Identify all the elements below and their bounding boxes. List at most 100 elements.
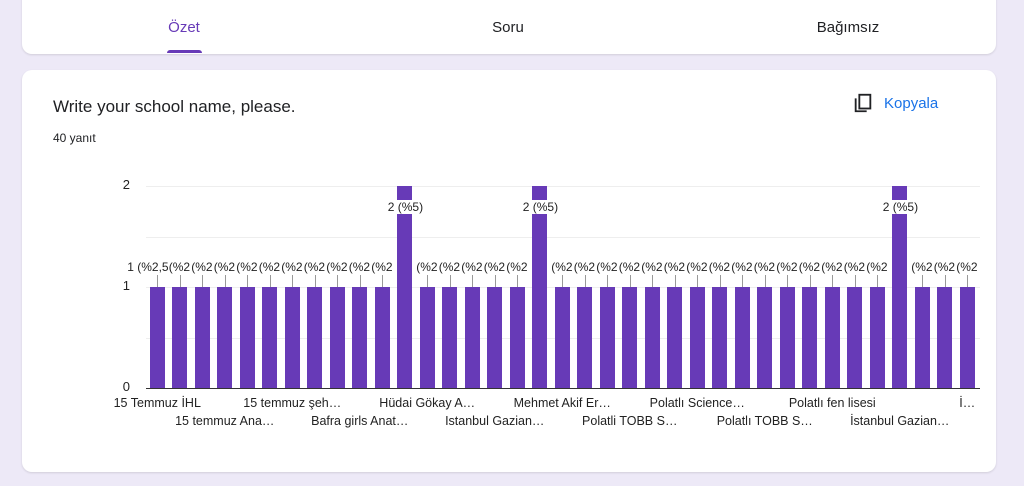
data-label: (%2,5) — [618, 260, 641, 274]
bar — [419, 287, 435, 388]
bar — [329, 287, 345, 388]
data-label-leader — [944, 275, 946, 287]
data-label-leader — [449, 275, 451, 287]
bar — [847, 287, 863, 388]
response-count: 40 yanıt — [53, 131, 96, 145]
data-label: 2 (%5) — [881, 200, 920, 214]
data-label-leader — [922, 275, 924, 287]
data-label-leader — [224, 275, 226, 287]
data-label: (%2,5) — [461, 260, 483, 274]
bar — [824, 287, 840, 388]
copy-button[interactable]: Kopyala — [852, 92, 938, 114]
bar — [352, 287, 368, 388]
y-tick-label: 1 — [122, 278, 130, 293]
x-tick-label: İstanbul Gazian… — [850, 414, 950, 428]
bar — [487, 287, 503, 388]
bar — [734, 287, 750, 388]
data-label: (%2,5) — [686, 260, 708, 274]
data-label: (%2,5) — [843, 260, 866, 274]
data-label: (%2,5) — [731, 260, 753, 274]
data-label: (%2,5) — [866, 260, 888, 274]
gridline — [146, 236, 980, 238]
bar — [554, 287, 570, 388]
data-label-leader — [832, 275, 834, 287]
gridline — [146, 388, 980, 389]
data-label: (%2 — [956, 260, 978, 274]
bar — [239, 287, 255, 388]
bar — [577, 287, 593, 388]
gridline — [146, 186, 980, 187]
data-label-leader — [584, 275, 586, 287]
data-label: (%2,5) — [258, 260, 281, 274]
data-label: 2 (%5) — [521, 200, 560, 214]
question-title: Write your school name, please. — [53, 97, 296, 116]
bar — [667, 287, 683, 388]
data-label-leader — [472, 275, 474, 287]
data-label-leader — [382, 275, 384, 287]
data-label: (%2,5) — [348, 260, 371, 274]
data-label-leader — [697, 275, 699, 287]
bar — [442, 287, 458, 388]
x-tick-label: Polatlı Science… — [649, 396, 745, 410]
bar — [644, 287, 660, 388]
question-card: Write your school name, please. 40 yanıt… — [22, 70, 996, 472]
x-tick-label: Polatlı fen lisesi — [788, 396, 876, 410]
data-label: 1 (%2,5) — [127, 260, 169, 274]
data-label: (%2,5) — [506, 260, 528, 274]
data-label-leader — [494, 275, 496, 287]
bar — [802, 287, 818, 388]
bar — [869, 287, 885, 388]
data-label-leader — [427, 275, 429, 287]
data-label-leader — [967, 275, 969, 287]
tab-summary[interactable]: Özet — [168, 19, 200, 36]
bar — [284, 287, 300, 388]
bar — [194, 287, 210, 388]
data-label-leader — [719, 275, 721, 287]
tab-question[interactable]: Soru — [492, 19, 524, 36]
data-label-leader — [674, 275, 676, 287]
data-label: (%2,5) — [191, 260, 213, 274]
data-label: (%2,5) — [303, 260, 326, 274]
bar — [914, 287, 930, 388]
x-tick-label: Polatlı TOBB S… — [716, 414, 813, 428]
data-label: (%2,5) — [798, 260, 821, 274]
data-label: (%2,5) — [753, 260, 776, 274]
bar — [532, 186, 548, 388]
data-label-leader — [562, 275, 564, 287]
data-label: (%2,5) — [371, 260, 393, 274]
bar — [689, 287, 705, 388]
x-tick-label: 15 temmuz şeh… — [243, 396, 342, 410]
data-label-leader — [157, 275, 159, 287]
data-label: (%2,5) — [596, 260, 618, 274]
data-label-leader — [629, 275, 631, 287]
x-tick-label: İ… — [959, 396, 976, 410]
data-label-leader — [607, 275, 609, 287]
tab-individual[interactable]: Bağımsız — [816, 19, 880, 36]
bar — [217, 287, 233, 388]
x-tick-label: 15 temmuz Ana… — [175, 414, 275, 428]
data-label: (%2,5) — [776, 260, 798, 274]
bar — [937, 287, 953, 388]
bar — [757, 287, 773, 388]
data-label: (%2,5) — [438, 260, 461, 274]
bar — [307, 287, 323, 388]
bar — [599, 287, 615, 388]
x-tick-label: Mehmet Akif Er… — [513, 396, 611, 410]
data-label-leader — [742, 275, 744, 287]
data-label-leader — [359, 275, 361, 287]
data-label-leader — [877, 275, 879, 287]
data-label-leader — [854, 275, 856, 287]
data-label: (%2,5) — [281, 260, 303, 274]
data-label-leader — [247, 275, 249, 287]
data-label: (%2,5) — [911, 260, 933, 274]
bar — [509, 287, 525, 388]
copy-icon — [854, 93, 872, 113]
data-label: (%2,5) — [663, 260, 686, 274]
data-label: (%2,5) — [416, 260, 438, 274]
data-label-leader — [764, 275, 766, 287]
x-tick-label: Istanbul Gazian… — [445, 414, 545, 428]
data-label: (%2,5) — [933, 260, 956, 274]
bar — [712, 287, 728, 388]
bar — [959, 287, 975, 388]
data-label: (%2,5) — [236, 260, 258, 274]
